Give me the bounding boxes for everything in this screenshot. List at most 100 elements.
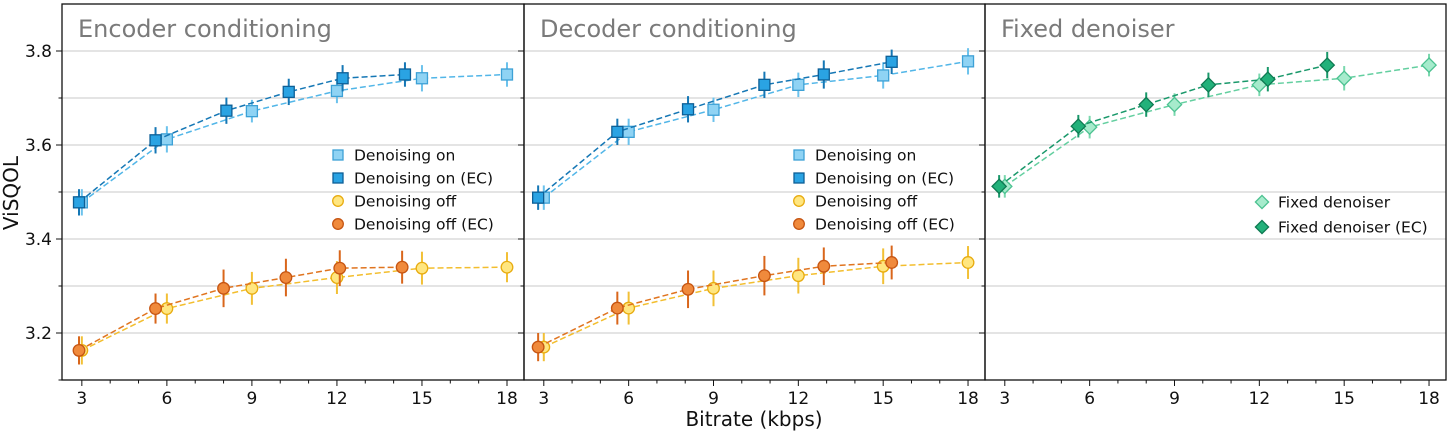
data-point xyxy=(149,302,162,316)
legend-label: Denoising on xyxy=(815,147,916,165)
legend-marker xyxy=(1254,219,1270,235)
series-line xyxy=(81,266,508,352)
data-point xyxy=(611,125,624,138)
series-denoising-on-ec xyxy=(72,62,412,216)
data-point xyxy=(817,259,831,273)
data-point xyxy=(245,281,259,295)
data-point xyxy=(1336,70,1353,87)
series-line xyxy=(998,64,1328,187)
legend-label: Denoising on (EC) xyxy=(354,170,493,188)
data-point xyxy=(217,281,231,295)
legend-item: Denoising off (EC) xyxy=(332,216,494,234)
y-axis: 3.2 3.4 3.6 3.8 xyxy=(25,42,62,381)
x-tick-label: 9 xyxy=(246,389,257,409)
data-point xyxy=(610,301,624,315)
x-axis: 3 6 9 12 15 18 xyxy=(538,380,979,409)
x-tick-label: 3 xyxy=(999,389,1010,409)
legend-item: Fixed denoiser xyxy=(1254,194,1391,212)
data-point xyxy=(1259,71,1276,88)
series-line xyxy=(78,73,406,203)
data-point xyxy=(72,196,86,209)
data-point xyxy=(1166,96,1183,113)
series-denoising-off-ec xyxy=(531,245,899,362)
data-point xyxy=(333,261,347,275)
data-point xyxy=(500,260,514,274)
data-point xyxy=(1070,118,1087,135)
data-point xyxy=(330,84,344,98)
data-point xyxy=(336,72,349,85)
data-point xyxy=(791,269,805,283)
legend-label: Denoising on (EC) xyxy=(815,170,954,188)
legend-label: Fixed denoiser (EC) xyxy=(1278,219,1428,237)
x-axis: 3 6 9 12 15 18 xyxy=(999,380,1440,409)
x-axis-title: Bitrate (kbps) xyxy=(685,407,822,431)
data-point xyxy=(220,104,233,117)
panel-title: Fixed denoiser xyxy=(1001,15,1175,43)
data-point xyxy=(1200,76,1217,93)
data-point xyxy=(149,134,162,147)
y-tick-label: 3.6 xyxy=(25,136,52,156)
x-tick-label: 15 xyxy=(411,389,433,409)
data-point xyxy=(885,55,898,68)
panel-title: Decoder conditioning xyxy=(540,15,797,43)
x-tick-label: 18 xyxy=(496,389,518,409)
x-axis: 3 6 9 12 15 18 xyxy=(76,380,518,409)
legend-marker xyxy=(332,149,344,161)
legend-marker xyxy=(332,195,344,207)
y-tick-label: 3.4 xyxy=(25,230,52,250)
series-line xyxy=(543,60,969,199)
legend: Fixed denoiser Fixed denoiser (EC) xyxy=(1254,194,1428,237)
data-point xyxy=(961,256,975,269)
series-denoising-off-ec xyxy=(72,250,409,365)
legend-label: Fixed denoiser xyxy=(1278,194,1391,212)
data-point xyxy=(877,69,890,82)
series-fixed-denoiser-ec xyxy=(991,51,1336,198)
legend-marker xyxy=(332,172,344,184)
legend-item: Fixed denoiser (EC) xyxy=(1254,219,1428,237)
data-point xyxy=(1421,57,1438,74)
chart-panel-1: 3 6 9 12 15 18 3.2 3.4 3.6 3.8 Encoder conditionin… xyxy=(25,3,525,409)
data-point xyxy=(792,78,805,91)
data-point xyxy=(707,103,720,116)
x-tick-label: 12 xyxy=(326,389,348,409)
data-point xyxy=(622,125,635,138)
y-tick-label: 3.2 xyxy=(25,324,52,344)
legend-marker xyxy=(1254,194,1270,210)
legend: Denoising on Denoising on (EC) Denoising o… xyxy=(793,147,955,234)
series-line xyxy=(537,261,892,348)
legend-item: Denoising on xyxy=(793,147,916,165)
x-tick-label: 9 xyxy=(708,389,719,409)
legend-label: Denoising off (EC) xyxy=(815,216,955,234)
series-denoising-off xyxy=(75,251,514,365)
x-tick-label: 3 xyxy=(76,389,87,409)
legend-item: Denoising on (EC) xyxy=(332,170,493,188)
y-axis-title: ViSQOL xyxy=(0,155,23,230)
data-point xyxy=(531,191,545,204)
data-point xyxy=(398,68,412,81)
data-point xyxy=(245,105,259,118)
x-tick-label: 15 xyxy=(1333,389,1355,409)
legend-item: Denoising off xyxy=(332,193,457,211)
x-tick-label: 6 xyxy=(161,389,172,409)
x-tick-label: 6 xyxy=(623,389,634,409)
data-point xyxy=(500,68,514,81)
data-point xyxy=(415,72,429,85)
series-denoising-off xyxy=(537,246,975,362)
y-tick-label: 3.8 xyxy=(25,42,52,62)
panel-title: Encoder conditioning xyxy=(78,15,332,43)
data-point xyxy=(395,260,409,274)
data-point xyxy=(415,261,429,275)
legend-marker xyxy=(793,149,805,161)
gridlines xyxy=(985,50,1446,334)
series-line xyxy=(537,61,892,199)
data-point xyxy=(1319,57,1336,74)
data-point xyxy=(885,256,899,269)
chart-panels: 3 6 9 12 15 18 3.2 3.4 3.6 3.8 Encoder conditionin… xyxy=(25,3,1447,409)
data-point xyxy=(279,271,293,284)
series-fixed-denoiser xyxy=(996,53,1438,198)
x-tick-label: 3 xyxy=(538,389,549,409)
data-point xyxy=(758,78,771,91)
legend-item: Denoising off (EC) xyxy=(793,216,955,234)
